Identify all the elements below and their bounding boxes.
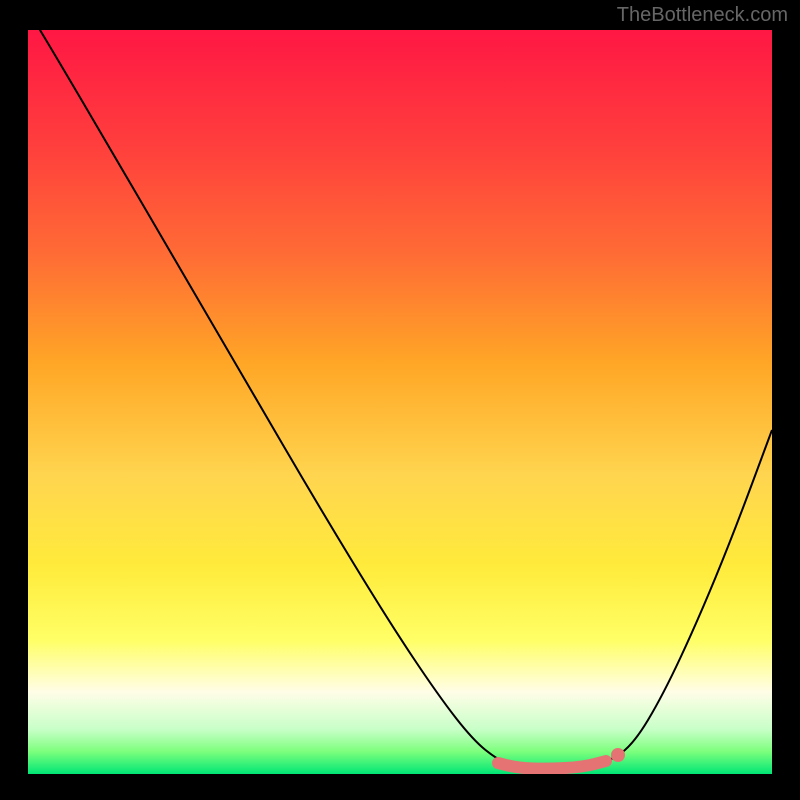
curve-overlay <box>28 30 772 774</box>
bottleneck-curve <box>28 30 772 770</box>
optimal-marker-dot <box>611 748 625 762</box>
chart-area <box>28 30 772 774</box>
watermark-text: TheBottleneck.com <box>617 4 788 27</box>
optimal-marker-line <box>498 761 606 769</box>
